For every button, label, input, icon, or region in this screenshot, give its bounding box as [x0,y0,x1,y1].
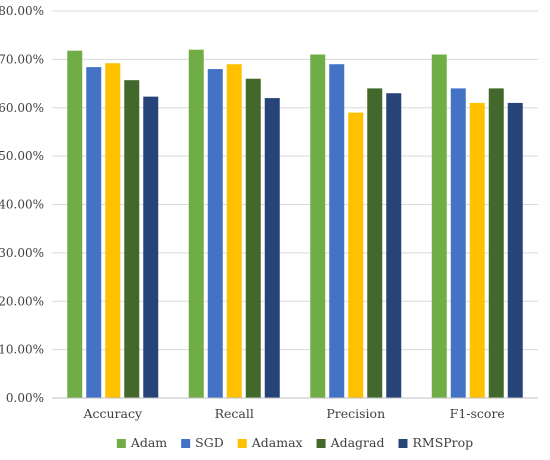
x-tick-label: Recall [215,406,254,421]
bar-rmsprop-accuracy [143,96,159,398]
legend-item: RMSProp [398,435,474,450]
legend-swatch [237,439,247,448]
bar-sgd-accuracy [86,67,102,399]
bar-adamax-precision [348,112,364,399]
bar-adagrad-accuracy [124,80,140,399]
x-axis: Accuracy Recall Precision F1-score [52,397,538,421]
y-tick-label: 10.00% [0,343,44,357]
legend-label: SGD [195,435,224,450]
legend-label: Adamax [251,435,303,450]
legend-label: Adam [130,435,167,450]
y-tick-label: 80.00% [0,4,44,18]
y-tick-label: 20.00% [0,294,44,308]
legend-item: Adagrad [316,435,385,450]
legend: Adam SGD Adamax Adagrad RMSProp [116,435,474,450]
bar-adam-recall [188,49,204,398]
y-tick-label: 50.00% [0,149,44,163]
legend-item: Adamax [237,435,303,450]
legend-item: Adam [116,435,167,450]
bar-adagrad-f1-score [488,88,504,399]
legend-item: SGD [181,435,224,450]
bar-sgd-precision [329,64,345,399]
bar-adam-f1-score [431,54,447,398]
legend-swatch [116,439,126,448]
bar-sgd-f1-score [450,88,466,399]
y-tick-label: 60.00% [0,101,44,115]
y-tick-label: 0.00% [6,391,44,405]
legend-label: RMSProp [413,435,474,450]
bar-rmsprop-precision [386,93,402,399]
bar-rmsprop-f1-score [507,102,523,398]
legend-label: Adagrad [330,435,385,450]
x-tick-label: F1-score [450,406,505,421]
bar-adamax-accuracy [105,63,121,399]
legend-swatch [181,439,191,448]
bar-adamax-recall [226,64,242,399]
y-tick-label: 70.00% [0,52,44,66]
bar-adagrad-precision [367,88,383,399]
bar-adagrad-recall [245,78,261,398]
legend-swatch [398,439,408,448]
bar-sgd-recall [207,69,223,399]
x-tick-label: Precision [326,406,385,421]
y-tick-label: 40.00% [0,198,44,212]
bar-adam-accuracy [67,50,83,398]
bar-adamax-f1-score [469,102,485,398]
y-tick-label: 30.00% [0,246,44,260]
legend-swatch [316,439,326,448]
y-axis-tick-labels: 0.00% 10.00% 20.00% 30.00% 40.00% 50.00% 60.00… [0,4,44,405]
x-tick-label: Accuracy [82,406,143,421]
bar-rmsprop-recall [264,98,280,398]
bars [67,49,523,399]
bar-adam-precision [310,54,326,398]
